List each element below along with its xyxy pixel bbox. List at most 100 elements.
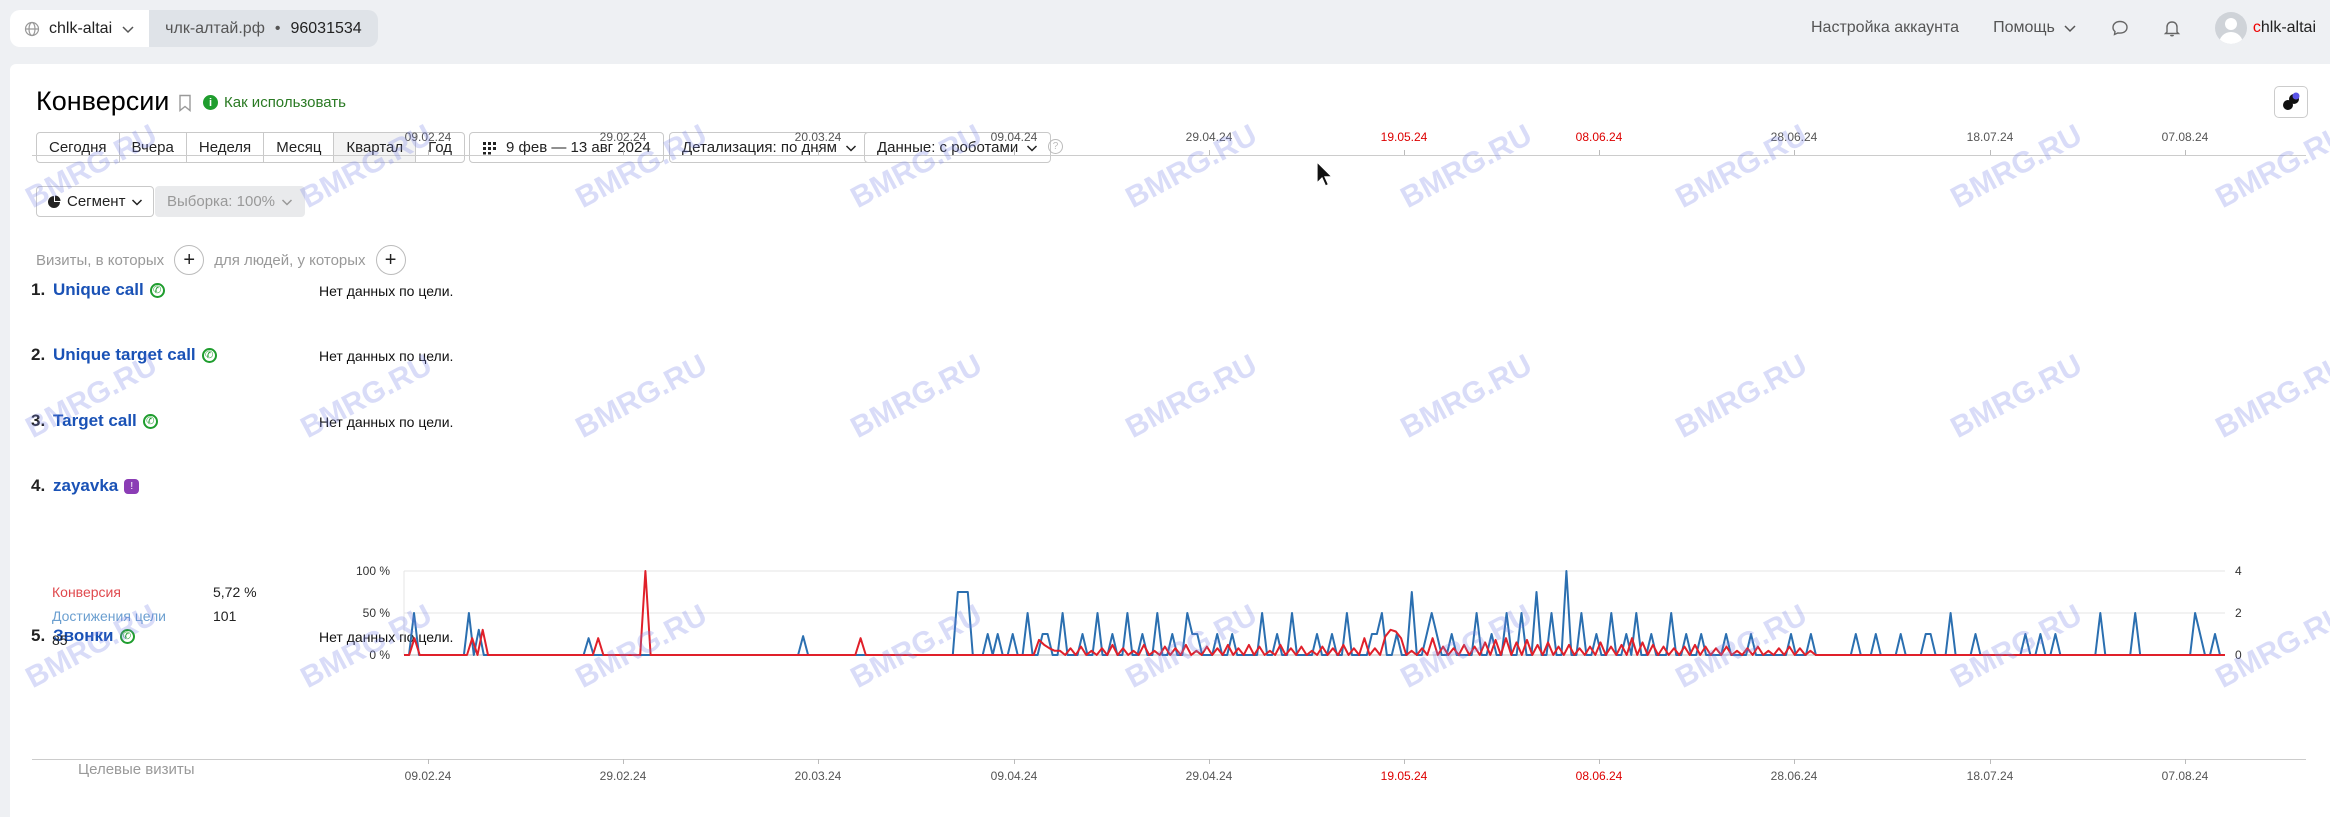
axis-tick-label: 29.04.24 <box>1185 769 1233 783</box>
chart-settings-icon <box>2283 92 2300 110</box>
report-panel: Конверсии i Как использовать Сегодня Вчер… <box>10 64 2330 817</box>
report-settings-button[interactable] <box>2274 86 2308 118</box>
axis-tick-label: 09.04.24 <box>990 130 1038 144</box>
axis-tick-label: 09.02.24 <box>404 130 452 144</box>
chevron-down-icon <box>845 144 856 152</box>
y-right-tick-label: 0 <box>2235 648 2242 662</box>
axis-tick-mark <box>1209 150 1210 155</box>
axis-tick-label: 18.07.24 <box>1966 769 2014 783</box>
visits-where-label: Визиты, в которых <box>36 251 165 269</box>
axis-tick-label: 07.08.24 <box>2161 769 2209 783</box>
bookmark-icon[interactable] <box>178 94 192 112</box>
counter-selector[interactable]: chlk-altai <box>10 10 150 47</box>
people-where-label: для людей, у которых <box>214 251 366 269</box>
y-right-tick-label: 2 <box>2235 606 2242 620</box>
counter-id: 96031534 <box>290 19 362 37</box>
axis-tick-label: 29.04.24 <box>1185 130 1233 144</box>
chevron-down-icon <box>132 198 143 206</box>
axis-tick-label: 28.06.24 <box>1770 769 1818 783</box>
axis-tick-mark <box>1209 759 1210 764</box>
date-range-label: 9 фев — 13 авг 2024 <box>506 139 651 156</box>
axis-tick-label: 20.03.24 <box>794 130 842 144</box>
series-line-conversion <box>404 570 2225 656</box>
detail-dropdown[interactable]: Детализация: по дням <box>669 132 870 163</box>
axis-tick-label: 08.06.24 <box>1575 130 1623 144</box>
axis-tick-mark <box>1990 759 1991 764</box>
time-axis-top: 09.02.24 29.02.24 20.03.24 09.04.24 29.04.24… <box>10 64 2330 156</box>
stat-label: Достижения цели <box>52 608 167 624</box>
user-menu[interactable]: chlk-altai <box>2214 12 2316 44</box>
period-button[interactable]: Квартал <box>333 132 417 163</box>
help-label: Помощь <box>1993 19 2055 36</box>
top-bar: chlk-altai члк-алтай.рф • 96031534 Настр… <box>0 0 2330 64</box>
phone-icon: ✆ <box>149 282 165 298</box>
goal-name-link[interactable]: zayavka <box>53 476 119 495</box>
date-range-picker[interactable]: 9 фев — 13 авг 2024 <box>469 132 664 163</box>
calendar-icon <box>483 141 496 154</box>
axis-tick-label: 09.04.24 <box>990 769 1038 783</box>
axis-tick-label: 18.07.24 <box>1966 130 2014 144</box>
user-name: chlk-altai <box>2252 19 2316 36</box>
add-visit-condition-button[interactable]: + <box>174 245 205 275</box>
axis-tick-mark <box>623 759 624 764</box>
sample-dropdown[interactable]: Выборка: 100% <box>155 186 305 217</box>
stat-row: Целевые визиты 85 <box>52 628 257 778</box>
page-title: Конверсии <box>36 86 170 116</box>
axis-tick-mark <box>2185 150 2186 155</box>
goal-name-link[interactable]: Unique target call <box>53 345 196 364</box>
period-buttons: Сегодня Вчера Неделя Месяц Квартал Год <box>36 132 466 163</box>
how-to-use-link[interactable]: i Как использовать <box>203 94 346 111</box>
axis-tick-mark <box>1404 759 1405 764</box>
goal-name-link[interactable]: Звонки <box>53 626 114 645</box>
detail-label: Детализация: по дням <box>682 139 837 156</box>
top-right-menu: Настройка аккаунта Помощь chlk-altai <box>1811 0 2330 56</box>
axis-tick-label: 19.05.24 <box>1380 130 1428 144</box>
goal-name-link[interactable]: Unique call <box>53 280 144 299</box>
axis-tick-label: 07.08.24 <box>2161 130 2209 144</box>
stat-row: Конверсия 5,72 % <box>52 580 257 604</box>
goal-number: 4. <box>31 476 46 495</box>
axis-tick-mark <box>818 759 819 764</box>
chevron-down-icon <box>122 25 134 33</box>
axis-line <box>32 155 2306 156</box>
axis-tick-mark <box>1014 150 1015 155</box>
account-settings-link[interactable]: Настройка аккаунта <box>1811 19 1960 36</box>
period-button[interactable]: Месяц <box>263 132 335 163</box>
chevron-down-icon <box>281 198 293 206</box>
zayavka-stats: Конверсия 5,72 % Достижения цели 101 Целевые… <box>52 580 257 778</box>
help-menu[interactable]: Помощь <box>1993 19 2077 37</box>
no-data-note: Нет данных по цели. <box>319 629 454 645</box>
period-button[interactable]: Год <box>415 132 466 163</box>
phone-icon: ✆ <box>119 628 135 644</box>
axis-tick-label: 09.02.24 <box>404 769 452 783</box>
data-mode-label: Данные: с роботами <box>877 139 1019 156</box>
how-to-use-label: Как использовать <box>224 94 346 111</box>
axis-tick-mark <box>428 759 429 764</box>
axis-tick-label: 19.05.24 <box>1380 769 1428 783</box>
data-mode-dropdown[interactable]: Данные: с роботами <box>864 132 1052 163</box>
goal-row: 3. Target call ✆ <box>31 411 158 431</box>
axis-tick-mark <box>1599 759 1600 764</box>
notifications-button[interactable] <box>2163 19 2181 37</box>
question-icon[interactable]: ? <box>1048 139 1063 154</box>
segment-conditions: Визиты, в которых + для людей, у которых… <box>36 245 416 275</box>
chevron-down-icon <box>2064 25 2076 33</box>
site-selector[interactable]: chlk-altai члк-алтай.рф • 96031534 <box>10 10 378 47</box>
period-button[interactable]: Вчера <box>118 132 187 163</box>
messages-button[interactable] <box>2111 19 2129 37</box>
goal-number: 2. <box>31 345 46 364</box>
period-button[interactable]: Сегодня <box>36 132 120 163</box>
segment-dropdown[interactable]: Сегмент <box>36 186 155 217</box>
form-icon: ! <box>124 478 140 494</box>
axis-tick-mark <box>1014 759 1015 764</box>
goal-name-link[interactable]: Target call <box>53 411 137 430</box>
mouse-cursor-icon <box>1316 161 1334 187</box>
axis-tick-mark <box>623 150 624 155</box>
axis-tick-label: 08.06.24 <box>1575 769 1623 783</box>
add-people-condition-button[interactable]: + <box>375 245 406 275</box>
info-icon: i <box>203 95 218 110</box>
goal-row: 1. Unique call ✆ <box>31 280 165 300</box>
bell-icon <box>2163 21 2181 37</box>
period-button[interactable]: Неделя <box>185 132 265 163</box>
goal-row: 4. zayavka! <box>31 476 140 496</box>
